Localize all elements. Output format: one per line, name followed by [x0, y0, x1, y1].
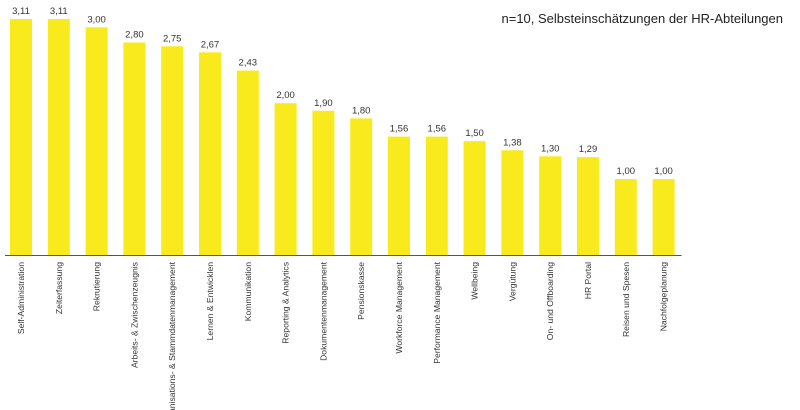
category-label: Zeiterfassung: [54, 262, 64, 314]
bars-group: [10, 18, 675, 256]
value-label: 2,43: [239, 58, 258, 69]
category-label: HR Portal: [583, 262, 593, 299]
value-label: 3,11: [50, 6, 68, 17]
category-label: Performance Management: [432, 261, 442, 363]
category-label: Vergütung: [507, 262, 517, 301]
bar: [274, 103, 297, 255]
value-label: 2,80: [125, 29, 144, 40]
bar: [614, 179, 637, 255]
value-label: 1,80: [352, 105, 371, 116]
value-label: 2,67: [201, 39, 220, 50]
category-label: Arbeits- & Zwischenzeugnis: [129, 262, 139, 368]
value-label: 1,56: [390, 124, 409, 135]
category-label: Rekrutierung: [92, 262, 102, 311]
value-label: 1,00: [654, 166, 673, 177]
bar: [312, 110, 335, 255]
category-label: Lernen & Entwicklen: [205, 262, 215, 341]
value-label: 1,90: [314, 98, 333, 109]
bar: [199, 52, 221, 255]
bar: [501, 150, 524, 255]
category-label: Reporting & Analytics: [281, 262, 291, 344]
bar: [85, 27, 108, 255]
category-label: Organisations- & Stammdatenmanagement: [167, 261, 177, 410]
bar: [10, 18, 32, 255]
chart-title: n=10, Selbsteinschätzungen der HR-Abteil…: [502, 11, 784, 26]
bar: [652, 179, 675, 255]
category-label: Nachfolgeplanung: [659, 262, 669, 332]
bar: [388, 136, 410, 255]
value-label: 1,30: [541, 143, 560, 154]
category-label: Pensionskasse: [356, 262, 366, 320]
value-label: 3,00: [87, 14, 106, 25]
bar: [236, 70, 259, 255]
bar: [47, 18, 70, 255]
category-label: On- und Offboarding: [545, 262, 555, 340]
category-label: Reisen und Spesen: [621, 262, 631, 337]
value-label: 1,29: [579, 144, 598, 155]
value-label: 1,56: [428, 124, 447, 135]
bar: [539, 156, 562, 255]
bar: [123, 42, 146, 256]
bar: [425, 136, 448, 255]
category-label: Self-Administration: [16, 262, 26, 334]
value-label: 1,38: [503, 137, 522, 148]
value-label: 3,11: [12, 6, 30, 17]
category-label: Dokumentenmanagement: [318, 261, 328, 360]
value-label: 1,00: [617, 166, 636, 177]
value-label: 2,00: [276, 90, 295, 101]
value-label: 2,75: [163, 33, 182, 44]
value-label: 1,50: [465, 128, 484, 139]
bar: [350, 118, 373, 255]
bar: [161, 46, 184, 256]
category-label: Wellbeing: [470, 262, 480, 300]
bar: [463, 141, 486, 255]
bar: [577, 157, 599, 255]
category-label: Kommunikation: [243, 262, 253, 321]
value-labels-group: 3,11 3,11 3,00 2,80 2,75 2,67 2,43 2,00 1,90 1,80…: [12, 6, 673, 177]
category-labels-group: Self-Administration Zeiterfassung Rekrutie…: [16, 261, 669, 410]
category-label: Workforce Management: [394, 261, 404, 353]
